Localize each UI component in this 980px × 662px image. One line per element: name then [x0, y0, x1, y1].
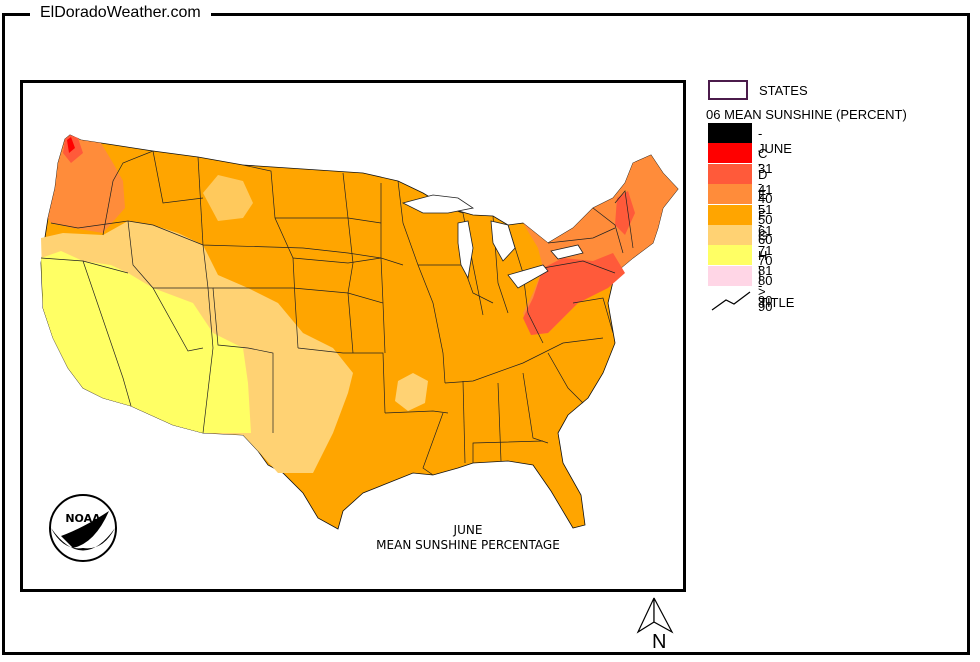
outer-frame [2, 13, 970, 655]
north-label: N [652, 631, 667, 653]
zone-plains-g [203, 175, 253, 221]
noaa-logo-text: NOAA [65, 512, 101, 525]
zone-appalachia-d [523, 253, 625, 335]
legend-swatch [708, 123, 752, 143]
lake-erie [507, 264, 549, 289]
legend-swatch [708, 143, 752, 164]
legend-item-label: G 71 - 80 [758, 227, 773, 288]
legend-swatch [708, 184, 752, 205]
lake-superior [401, 194, 475, 214]
legend-item-label: F 61 - 70 [758, 207, 773, 268]
zone-seattle-red [67, 137, 75, 153]
legend-swatch [708, 204, 752, 225]
legend-item-label: H 81 - 90 [758, 248, 773, 309]
lake-huron [490, 220, 516, 262]
states-label: STATES [759, 83, 808, 98]
legend-item-label: C 31 - 40 [758, 146, 773, 207]
noaa-logo: NOAA [49, 494, 117, 562]
legend-swatch [708, 265, 752, 286]
legend-swatch [708, 163, 752, 184]
zone-arkansas-g [395, 373, 428, 411]
us-sunshine-map: NOAA [40, 134, 679, 562]
states-symbol [708, 80, 748, 100]
caption-description: MEAN SUNSHINE PERCENTAGE [376, 538, 560, 552]
map-panel: NOAA JUNE MEAN SUNSHINE PERCENTAGE [20, 80, 686, 592]
north-arrow-icon [636, 597, 674, 634]
zone-desert-southwest-h [41, 251, 251, 433]
lake-ontario [550, 244, 584, 260]
legend-item-label: - JUNE - [758, 126, 792, 171]
lake-michigan [457, 220, 474, 280]
caption-month: JUNE [453, 523, 483, 537]
legend-item-label: I > 90 [758, 268, 773, 314]
title-line-icon [711, 291, 751, 311]
title-label: TITLE [759, 295, 795, 310]
zone-pacific-northwest [48, 135, 125, 233]
map-caption: JUNE MEAN SUNSHINE PERCENTAGE [363, 523, 573, 553]
legend-swatch [708, 224, 752, 245]
legend-swatch [708, 245, 752, 266]
legend-title-row[interactable]: TITLE [706, 290, 906, 314]
zone-vermont-d [615, 191, 635, 235]
legend-item-label: E 51 - 60 [758, 187, 773, 248]
great-lakes [401, 194, 584, 289]
legend-heading: 06 MEAN SUNSHINE (PERCENT) [706, 107, 907, 122]
site-title[interactable]: ElDoradoWeather.com [30, 4, 211, 22]
legend-item-label: D 41 - 50 [758, 166, 773, 227]
